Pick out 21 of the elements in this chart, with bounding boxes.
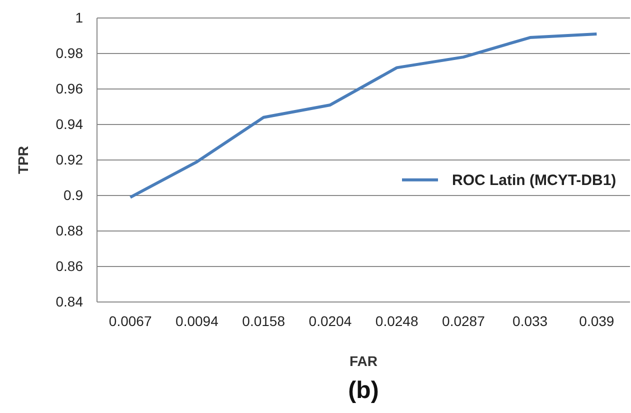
x-tick-label: 0.0287: [442, 312, 486, 329]
y-tick-label: 0.98: [56, 44, 84, 61]
y-axis-title: TPR: [15, 146, 31, 174]
legend-label: ROC Latin (MCYT-DB1): [452, 172, 616, 190]
y-tick-label: 0.96: [56, 80, 84, 96]
x-tick-label: 0.0248: [375, 312, 418, 329]
y-tick-label: 0.92: [56, 151, 84, 168]
text: (b): [348, 377, 379, 404]
x-tick-label: 0.0204: [308, 312, 352, 329]
x-axis-title: FAR: [350, 353, 378, 369]
x-tick-label: 0.0158: [242, 312, 286, 329]
y-tick-label: 1: [75, 9, 84, 26]
y-tick-label: 0.9: [64, 186, 84, 203]
y-tick-label: 0.84: [56, 293, 84, 310]
x-tick-label: 0.0067: [108, 312, 152, 329]
y-tick-label: 0.88: [56, 222, 84, 238]
x-tick-label: 0.033: [512, 312, 548, 329]
y-tick-label: 0.86: [56, 258, 84, 274]
x-tick-label: 0.039: [579, 312, 614, 329]
x-tick-label: 0.0094: [176, 312, 219, 329]
y-tick-label: 0.94: [56, 116, 84, 132]
